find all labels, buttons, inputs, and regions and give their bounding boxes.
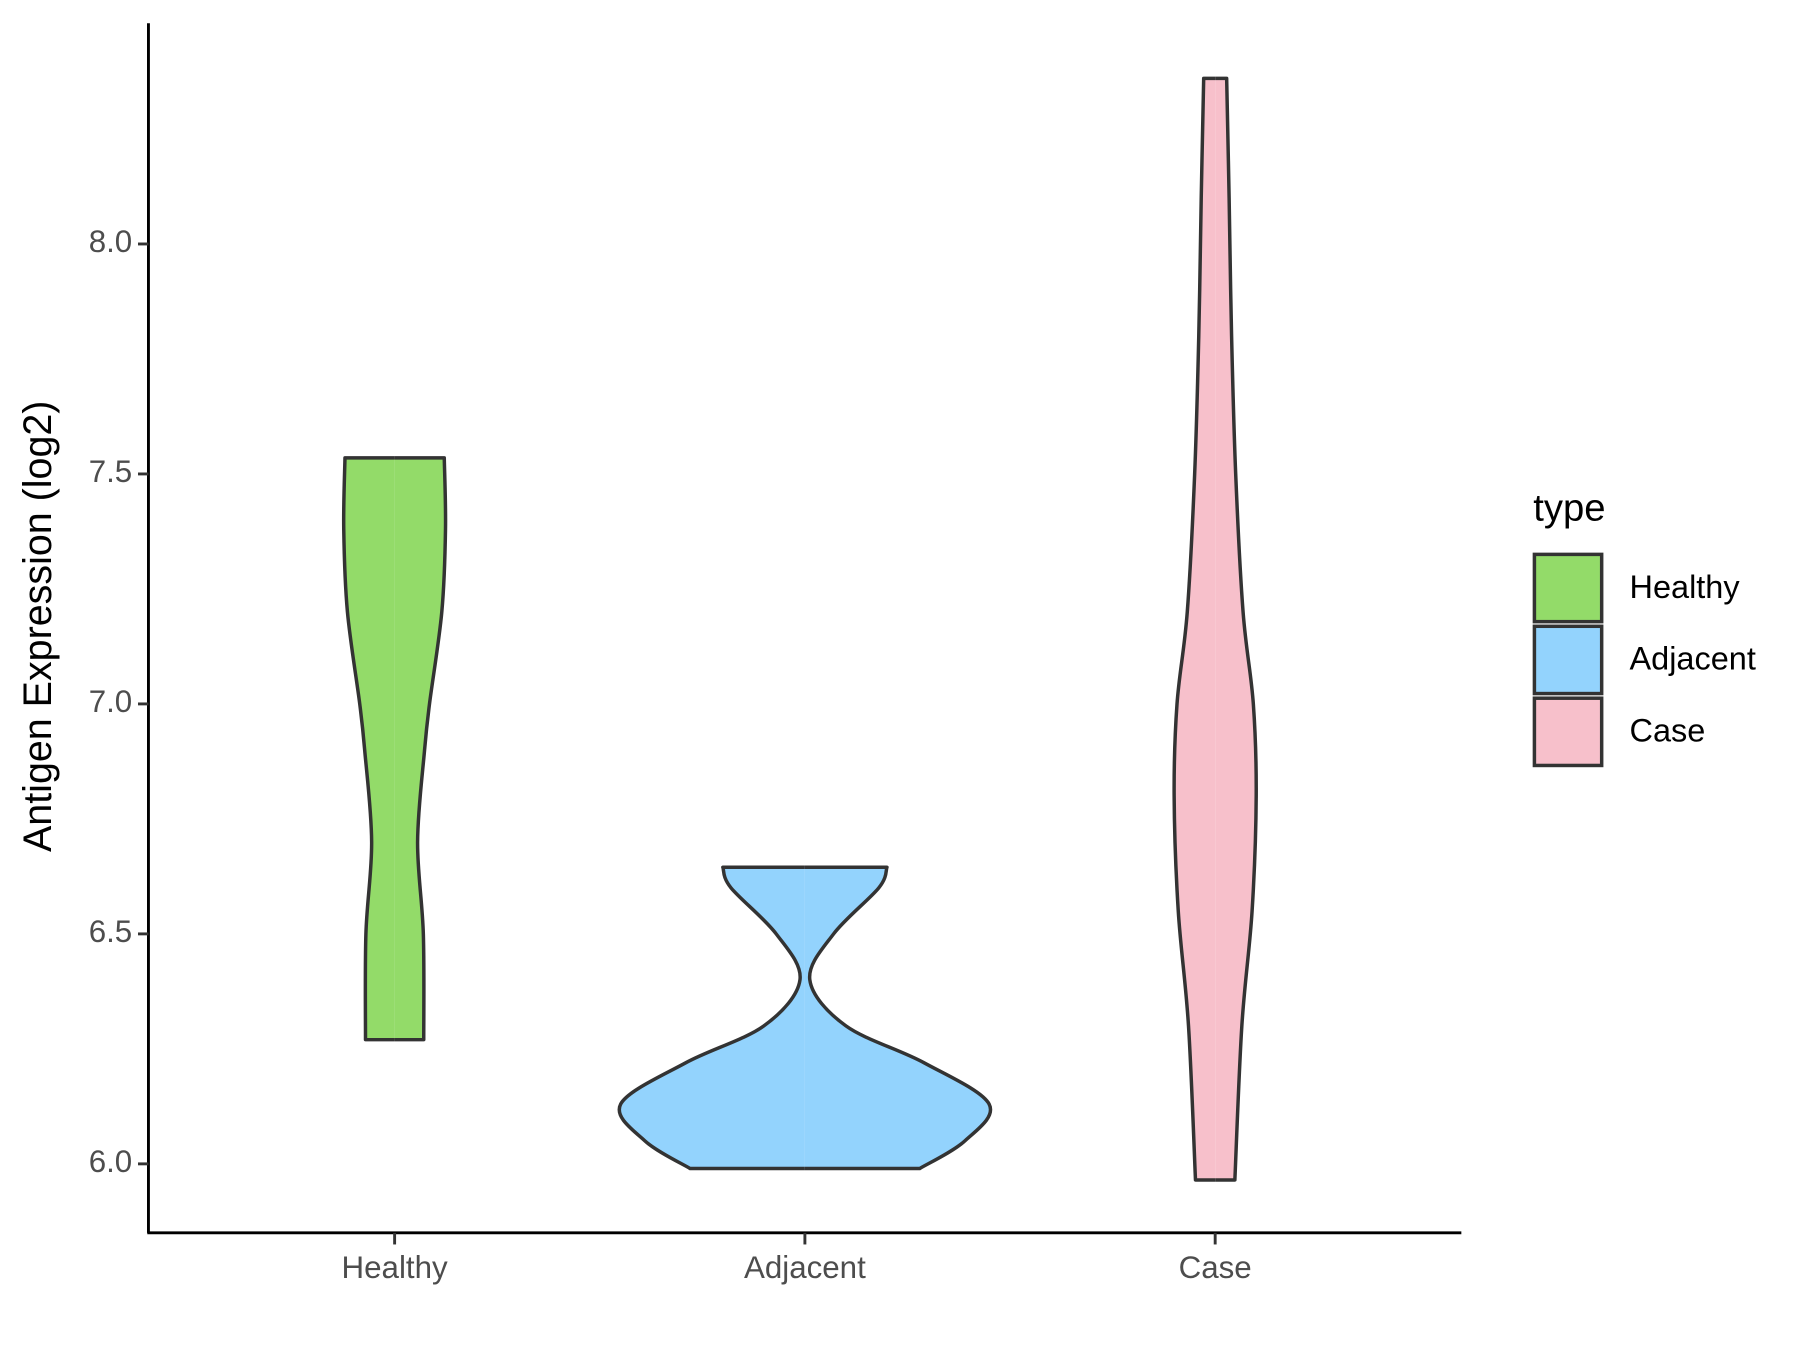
legend-label: Case <box>1630 713 1706 749</box>
violin-half <box>394 457 446 1040</box>
legend-swatch <box>1532 552 1604 624</box>
violin-outline <box>1172 76 1216 1182</box>
legend-title: type <box>1533 486 1605 529</box>
violin-outline <box>341 456 395 1042</box>
violin-half <box>1215 78 1257 1180</box>
legend-label: Adjacent <box>1630 641 1756 677</box>
violin-half <box>343 457 395 1040</box>
legend-label: Healthy <box>1630 569 1741 605</box>
y-tick-label: 8.0 <box>89 224 133 259</box>
violin-outline <box>1215 76 1258 1182</box>
violin-half <box>804 867 991 1169</box>
y-tick-label: 6.5 <box>89 914 133 949</box>
violin-outline <box>804 865 993 1171</box>
legend-swatch <box>1532 624 1604 696</box>
violin-outline <box>394 456 448 1042</box>
violin-half <box>619 867 805 1169</box>
x-tick-label: Case <box>1179 1250 1252 1285</box>
y-axis-title: Antigen Expression (log2) <box>16 401 60 852</box>
violin-half <box>1174 78 1216 1180</box>
x-tick-label: Adjacent <box>744 1250 866 1285</box>
y-tick-label: 6.0 <box>89 1144 133 1179</box>
x-tick-label: Healthy <box>342 1250 448 1285</box>
y-tick-label: 7.0 <box>89 684 133 719</box>
legend-swatch <box>1532 696 1604 768</box>
violin-outline <box>617 865 805 1171</box>
y-tick-label: 7.5 <box>89 454 133 489</box>
